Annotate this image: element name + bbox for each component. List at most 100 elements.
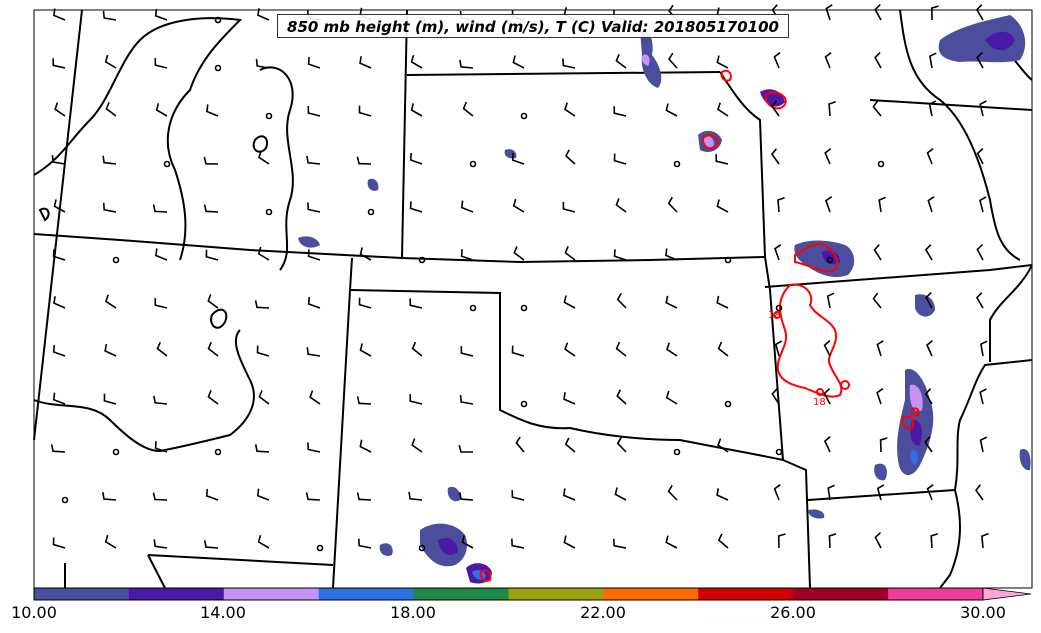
border-ok-tx-red-river	[349, 289, 784, 461]
wind-barb	[203, 156, 219, 165]
wind-barb	[564, 245, 576, 261]
wind-barb	[207, 390, 219, 405]
wind-barb	[774, 244, 782, 261]
wind-barb	[774, 340, 783, 357]
wind-barb	[976, 244, 984, 261]
calm-circle	[469, 304, 477, 312]
wind-barb	[928, 100, 937, 117]
wind-barb	[924, 388, 933, 405]
wind-barb	[207, 341, 219, 357]
wind-barb	[103, 393, 117, 405]
wind-barb	[307, 249, 321, 261]
contour-loop-3	[38, 207, 50, 222]
wind-barb	[827, 484, 835, 501]
wind-barb	[515, 436, 525, 453]
wind-barb	[825, 4, 833, 21]
temp-contour-4	[701, 134, 720, 150]
wind-barb	[665, 248, 678, 261]
shade-blob	[641, 54, 650, 66]
calm-circle	[265, 112, 273, 120]
border-ut-co-west	[33, 9, 83, 441]
colorbar-label: 10.00	[11, 603, 57, 622]
wind-barb	[773, 52, 781, 69]
wind-barb	[717, 341, 729, 357]
contour-label: 18	[768, 310, 781, 321]
wind-barb	[926, 148, 934, 165]
calm-circle	[214, 448, 222, 456]
wind-barb	[254, 444, 270, 453]
temp-contour-7	[910, 407, 920, 417]
border-nm-tx-south	[147, 554, 334, 566]
calm-circle	[316, 544, 324, 552]
wind-barb	[104, 343, 117, 357]
calm-circle	[112, 448, 120, 456]
wind-barb	[105, 294, 117, 309]
wind-barb	[874, 532, 882, 549]
wind-barb	[771, 100, 780, 117]
wind-barb	[616, 292, 627, 309]
wind-barb	[155, 248, 168, 261]
wind-barb	[460, 200, 474, 213]
wind-barb	[53, 8, 66, 21]
wind-barb	[872, 100, 882, 117]
wind-barb	[931, 5, 939, 21]
wind-barb	[102, 202, 117, 213]
wind-barb	[716, 199, 729, 213]
wind-barb	[613, 153, 627, 165]
wind-barb	[51, 155, 66, 165]
wind-barb	[358, 105, 372, 117]
wind-barb	[562, 201, 576, 213]
colorbar-segment	[793, 588, 889, 600]
wind-barb	[564, 437, 576, 453]
wind-barb	[777, 533, 786, 549]
wind-barb	[411, 438, 423, 453]
wind-barb	[824, 147, 832, 165]
wind-barb	[358, 297, 372, 309]
wind-barb	[358, 538, 372, 549]
wind-barb	[511, 345, 525, 357]
wind-barb	[823, 340, 831, 357]
wind-barb	[307, 296, 321, 309]
wind-barb	[52, 58, 66, 69]
wind-barb	[307, 202, 321, 213]
wind-barb	[511, 490, 525, 501]
calm-circle	[214, 64, 222, 72]
wind-barb	[563, 488, 576, 501]
wind-barb	[615, 53, 627, 69]
wind-barb	[613, 249, 627, 261]
wind-barb	[459, 492, 474, 501]
wind-barb	[926, 339, 934, 357]
wind-barb	[716, 488, 729, 501]
wind-barb	[665, 535, 678, 549]
border-tn	[989, 264, 1033, 362]
calm-circle	[520, 304, 528, 312]
wind-barb	[876, 340, 884, 357]
colorbar-segment	[698, 588, 794, 600]
contour-line-2	[259, 66, 294, 271]
wind-barb	[52, 537, 66, 549]
wind-barb	[306, 347, 321, 357]
wind-barb	[50, 444, 66, 453]
temp-contour-1	[776, 283, 843, 398]
calm-circle	[826, 256, 834, 264]
wind-barb	[258, 390, 270, 405]
wind-barb	[459, 59, 474, 69]
shade-blob	[874, 463, 887, 481]
temp-contour-10	[816, 388, 824, 396]
wind-barb	[203, 204, 219, 213]
wind-barb	[874, 4, 882, 21]
calm-circle	[775, 448, 783, 456]
wind-barb	[823, 435, 831, 453]
wind-barb	[828, 100, 836, 117]
wind-barb	[824, 196, 833, 213]
wind-barb	[716, 55, 729, 69]
wind-barb	[717, 533, 729, 549]
colorbar-segment	[223, 588, 320, 600]
wind-barb	[257, 534, 270, 549]
wind-barb	[307, 442, 321, 453]
wind-barb	[715, 154, 729, 165]
wind-barb	[563, 535, 576, 549]
calm-circle	[775, 304, 783, 312]
wind-barb	[979, 436, 988, 453]
